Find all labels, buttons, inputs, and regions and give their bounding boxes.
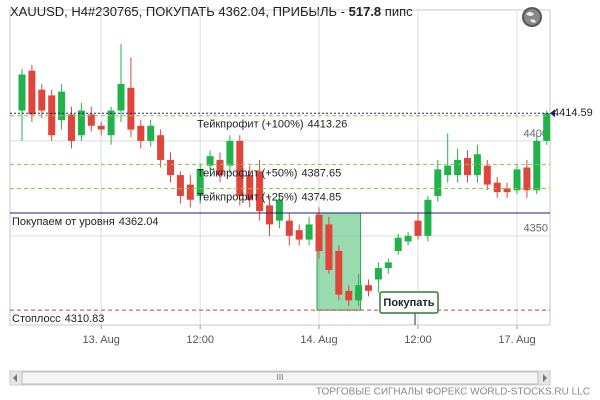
candle-body xyxy=(404,235,412,242)
candle-body xyxy=(256,171,264,212)
x-tick-label: 12:00 xyxy=(404,334,432,346)
candle-body xyxy=(48,95,56,136)
level-name: Тейкпрофит (+100%) xyxy=(197,119,304,131)
candle-body xyxy=(503,188,511,193)
candle-body xyxy=(365,285,372,291)
candle-body xyxy=(434,169,442,196)
candle-body xyxy=(325,224,333,270)
candle-body xyxy=(196,169,204,196)
x-tick-label: 12:00 xyxy=(186,334,214,346)
candle-body xyxy=(266,205,273,225)
candle-body xyxy=(216,159,224,176)
candle-body xyxy=(107,110,115,136)
y-tick-label: 4400 xyxy=(524,128,548,140)
level-name: Тейкпрофит (+25%) xyxy=(197,192,297,204)
candle-body xyxy=(28,70,36,115)
level-value: 4374.85 xyxy=(301,192,341,204)
candle-body xyxy=(58,91,66,121)
candle-body xyxy=(335,250,343,295)
candle-body xyxy=(275,199,283,221)
x-tick-label: 13. Aug xyxy=(83,334,120,346)
candle-body xyxy=(87,114,95,126)
candle-body xyxy=(513,169,521,191)
candle-body xyxy=(384,262,392,269)
scroll-grip: III xyxy=(277,373,284,382)
signal-box xyxy=(379,291,439,314)
candle-body xyxy=(414,220,422,236)
candle-body xyxy=(186,184,194,200)
candle-body xyxy=(345,290,353,301)
candle-body xyxy=(206,156,214,166)
x-tick-label: 14. Aug xyxy=(300,334,337,346)
candle-body xyxy=(315,214,323,251)
candle-body xyxy=(167,159,174,176)
candle-body xyxy=(127,87,135,130)
candle-body xyxy=(483,165,491,185)
x-tick-label: 17. Aug xyxy=(498,334,535,346)
candle-body xyxy=(394,237,402,251)
candle-body xyxy=(305,224,313,240)
profit-unit: пипс xyxy=(385,4,413,19)
candle-body xyxy=(137,125,145,141)
level-name: Тейкпрофит (+50%) xyxy=(197,167,297,179)
scrollbar[interactable]: III xyxy=(9,370,551,386)
candle-body xyxy=(97,125,105,130)
candle-body xyxy=(147,125,155,141)
level-name: Стоплосс xyxy=(12,313,61,325)
candle-body xyxy=(454,159,462,176)
candle-body xyxy=(295,230,303,240)
candle-body xyxy=(523,167,531,191)
last-price-label: 4414.59 xyxy=(553,107,593,119)
candle-body xyxy=(285,220,293,236)
candle-body xyxy=(157,135,165,160)
candle-body xyxy=(464,158,471,176)
chart-title: XAUUSD, H4#230765, ПОКУПАТЬ 4362.04, ПРИ… xyxy=(10,4,413,19)
candle-body xyxy=(246,175,254,200)
profit-value: 517.8 xyxy=(349,4,382,19)
candle-body xyxy=(117,84,125,111)
candle-body xyxy=(226,140,234,166)
candle-body xyxy=(533,140,541,191)
candle-body xyxy=(424,199,432,236)
candle-body xyxy=(543,113,551,141)
candle-body xyxy=(77,110,85,136)
candle-body xyxy=(38,89,46,111)
candle-body xyxy=(444,165,452,176)
level-value: 4310.83 xyxy=(65,313,105,325)
scroll-thumb[interactable] xyxy=(21,371,539,385)
level-value: 4387.65 xyxy=(301,167,341,179)
candle-body xyxy=(355,285,363,301)
globe-icon[interactable] xyxy=(522,7,542,27)
candle-body xyxy=(236,140,244,196)
signal-label: Покупать xyxy=(383,297,434,309)
candle-body xyxy=(176,175,184,196)
candle-body xyxy=(18,74,26,111)
last-price-marker xyxy=(550,109,555,118)
y-tick-label: 4350 xyxy=(524,223,548,235)
plot-frame xyxy=(9,9,551,326)
candle-body xyxy=(473,154,481,176)
footer: ТОРГОВЫЕ СИГНАЛЫ ФОРЕКС WORLD-STOCKS.RU … xyxy=(316,387,590,398)
level-value: 4362.04 xyxy=(119,216,159,228)
level-name: Покупаем от уровня xyxy=(12,216,115,228)
title-text: XAUUSD, H4#230765, ПОКУПАТЬ 4362.04, ПРИ… xyxy=(10,4,345,19)
candle-body xyxy=(374,268,382,280)
level-value: 4413.26 xyxy=(308,119,348,131)
candle-body xyxy=(493,182,501,193)
candle-body xyxy=(68,114,75,141)
